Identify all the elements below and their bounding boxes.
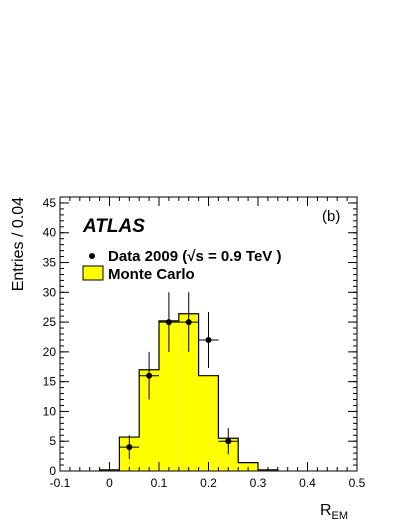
data-point-4 bbox=[198, 311, 219, 368]
data-point-2 bbox=[159, 292, 179, 352]
mc-bin-5 bbox=[198, 375, 219, 471]
mc-bin-2 bbox=[139, 369, 159, 471]
x-tick-label: 0 bbox=[106, 476, 113, 490]
y-axis-title: Entries / 0.04 bbox=[10, 197, 27, 291]
data-point-1 bbox=[139, 351, 159, 400]
legend-data-label-prefix: Data 2009 ( bbox=[108, 248, 187, 265]
y-tick-label: 0 bbox=[49, 464, 56, 478]
y-tick-label: 5 bbox=[49, 434, 56, 448]
sqrt-symbol: √ bbox=[187, 248, 196, 265]
y-tick-label: 35 bbox=[43, 256, 57, 270]
y-tick-label: 25 bbox=[43, 315, 57, 329]
mc-bin-6 bbox=[218, 438, 239, 471]
y-tick-label: 20 bbox=[43, 345, 57, 359]
x-tick-label: 0.3 bbox=[250, 476, 267, 490]
x-axis-title-subscript: EM bbox=[332, 510, 349, 522]
legend-data-label-rest: s = 0.9 TeV ) bbox=[195, 248, 281, 265]
data-points-layer bbox=[119, 292, 239, 460]
x-axis-title: REM bbox=[320, 502, 348, 522]
legend-data-marker bbox=[89, 253, 95, 259]
data-point-0 bbox=[119, 435, 140, 460]
x-tick-label: 0.2 bbox=[200, 476, 217, 490]
x-tick-label: 0.4 bbox=[299, 476, 316, 490]
legend-mc-label: Monte Carlo bbox=[108, 266, 195, 283]
data-point-marker bbox=[146, 372, 153, 379]
mc-bin-3 bbox=[159, 320, 179, 471]
legend-mc-swatch bbox=[82, 265, 104, 281]
data-point-marker bbox=[126, 444, 133, 451]
data-point-marker bbox=[165, 319, 172, 326]
data-point-5 bbox=[218, 428, 239, 455]
x-tick-label: 0.5 bbox=[349, 476, 366, 490]
data-point-marker bbox=[185, 319, 192, 326]
atlas-label: ATLAS bbox=[82, 216, 145, 237]
x-axis-title-main: R bbox=[320, 502, 332, 519]
y-tick-label: 40 bbox=[43, 226, 57, 240]
data-point-marker bbox=[205, 336, 212, 343]
legend: Data 2009 (√s = 0.9 TeV ) Monte Carlo bbox=[82, 248, 281, 283]
y-tick-label: 15 bbox=[43, 375, 57, 389]
x-tick-label: 0.1 bbox=[151, 476, 168, 490]
mc-bin-7 bbox=[238, 462, 258, 471]
data-point-marker bbox=[225, 438, 232, 445]
histogram-layer bbox=[99, 313, 279, 471]
y-tick-label: 45 bbox=[43, 196, 57, 210]
tick-marks bbox=[59, 196, 358, 472]
legend-data-label: Data 2009 (√s = 0.9 TeV ) bbox=[108, 248, 281, 265]
panel-label: (b) bbox=[322, 208, 340, 225]
mc-bin-4 bbox=[178, 313, 199, 471]
x-tick-label: -0.1 bbox=[50, 476, 71, 490]
data-point-3 bbox=[178, 292, 199, 352]
y-tick-label: 10 bbox=[43, 404, 57, 418]
y-tick-label: 30 bbox=[43, 285, 57, 299]
